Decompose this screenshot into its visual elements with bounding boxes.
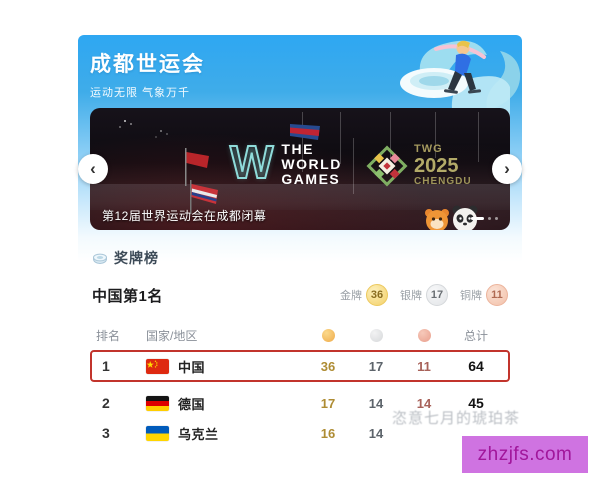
flag-china-icon: [146, 358, 169, 374]
table-row-ukraine[interactable]: 3 乌克兰 16 14: [92, 418, 508, 448]
dprk-flag: [290, 124, 320, 140]
gold-count-pill: 金牌 36: [340, 284, 388, 306]
fireworks-sparks: [124, 120, 126, 122]
bronze-count: 11: [486, 284, 508, 306]
carousel-prev-button[interactable]: ‹: [78, 154, 108, 184]
carousel-pagination[interactable]: [471, 217, 498, 220]
china-rank-text: 中国第1名: [92, 287, 163, 305]
flag-germany-icon: [146, 395, 169, 411]
page-title: 成都世运会: [90, 53, 205, 76]
flag-ukraine-icon: [146, 425, 169, 441]
carousel-next-button[interactable]: ›: [492, 154, 522, 184]
silver-cell: 14: [368, 425, 384, 441]
chevron-left-icon: ‹: [90, 159, 96, 178]
striped-flag: [190, 180, 218, 214]
twg-emblem-icon: [366, 144, 408, 187]
total-header: 总计: [463, 328, 488, 343]
twg-logo-line: TWG: [414, 143, 443, 155]
gold-cell: 36: [320, 358, 336, 374]
table-row-germany[interactable]: 2 德国 17 14 14 45: [92, 388, 508, 418]
bronze-label: 铜牌: [460, 290, 482, 302]
twg-logo-line: CHENGDU: [414, 176, 472, 187]
rank-cell: 2: [102, 395, 110, 411]
bronze-medal-icon: [417, 329, 431, 343]
site-watermark-text: zhzjfs.com: [477, 443, 573, 465]
site-watermark: zhzjfs.com: [462, 436, 588, 473]
red-flag: [185, 148, 209, 186]
flag-pole: [435, 112, 436, 158]
silver-cell: 17: [368, 358, 384, 374]
country-name: 德国: [178, 396, 206, 412]
pagination-dot[interactable]: [495, 217, 498, 220]
wg-logo-line: THE: [281, 141, 314, 157]
total-cell: 45: [468, 395, 484, 411]
gold-count: 36: [366, 284, 388, 306]
world-games-logo: W THE WORLD GAMES: [229, 136, 342, 188]
rank-cell: 1: [102, 358, 110, 374]
silver-count-pill: 银牌 17: [400, 284, 448, 306]
rank-cell: 3: [102, 425, 110, 441]
medal-board-section: 奖牌榜 中国第1名 金牌 36 银牌 17 铜牌 11: [78, 230, 522, 448]
mascot-panda: [452, 205, 478, 230]
gold-label: 金牌: [340, 290, 362, 302]
china-rank-summary: 中国第1名 金牌 36 银牌 17 铜牌 11: [92, 284, 508, 306]
table-row-china[interactable]: 1 中国 36 17 11 64: [90, 350, 510, 382]
mascot-monkey: [425, 209, 449, 230]
medal-table: 排名 国家/地区 总计 1: [90, 324, 510, 448]
pagination-active-dash[interactable]: [471, 217, 484, 220]
rank-header: 排名: [96, 328, 121, 343]
medal-table-header: 排名 国家/地区 总计: [92, 324, 508, 346]
gold-cell: 16: [320, 425, 336, 441]
twg-2025-logo: TWG 2025 CHENGDU: [366, 144, 472, 187]
page-subtitle: 运动无限 气象万千: [90, 87, 191, 99]
medal-board-title-row: 奖牌榜: [92, 248, 508, 268]
logo-divider: [353, 138, 354, 194]
world-games-w-icon: W: [229, 136, 274, 188]
country-header: 国家/地区: [146, 328, 198, 343]
athlete-illustration: [400, 40, 521, 117]
header-banner: 成都世运会 运动无限 气象万千: [78, 35, 522, 117]
content-card: 成都世运会 运动无限 气象万千: [78, 35, 522, 442]
carousel-caption: 第12届世界运动会在成都闭幕: [102, 209, 267, 223]
gold-medal-icon: [321, 329, 335, 343]
fireworks-sparks: [160, 130, 162, 132]
silver-medal-icon: [369, 329, 383, 343]
gold-cell: 17: [320, 395, 336, 411]
twg-logo-line: 2025: [414, 155, 459, 177]
bronze-count-pill: 铜牌 11: [460, 284, 508, 306]
total-cell: 64: [468, 358, 484, 374]
silver-label: 银牌: [400, 290, 422, 302]
bronze-cell: 14: [416, 395, 432, 411]
chevron-right-icon: ›: [504, 159, 510, 178]
country-name: 中国: [178, 359, 206, 375]
wg-logo-line: WORLD: [281, 156, 342, 172]
wg-logo-line: GAMES: [281, 171, 341, 187]
pagination-dot[interactable]: [488, 217, 491, 220]
flag-pole: [340, 112, 341, 164]
silver-count: 17: [426, 284, 448, 306]
bronze-cell: 11: [417, 358, 431, 374]
stadium-stands: [90, 183, 510, 211]
flag-pole: [390, 112, 391, 160]
carousel-image[interactable]: W THE WORLD GAMES: [90, 108, 510, 230]
medal-icon: [93, 253, 107, 264]
flag-pole: [478, 112, 479, 162]
medal-board-title: 奖牌榜: [114, 250, 159, 266]
flag-pole: [302, 112, 303, 172]
country-name: 乌克兰: [178, 426, 219, 442]
news-carousel[interactable]: W THE WORLD GAMES: [78, 108, 522, 230]
silver-cell: 14: [368, 395, 384, 411]
